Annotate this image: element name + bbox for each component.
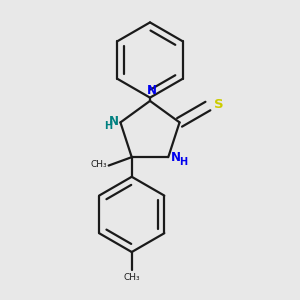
Text: H: H <box>179 157 187 167</box>
Text: N: N <box>171 151 181 164</box>
Text: N: N <box>109 115 119 128</box>
Text: CH₃: CH₃ <box>123 273 140 282</box>
Text: CH₃: CH₃ <box>90 160 107 169</box>
Text: N: N <box>147 84 157 97</box>
Text: H: H <box>104 121 112 131</box>
Text: S: S <box>214 98 224 111</box>
